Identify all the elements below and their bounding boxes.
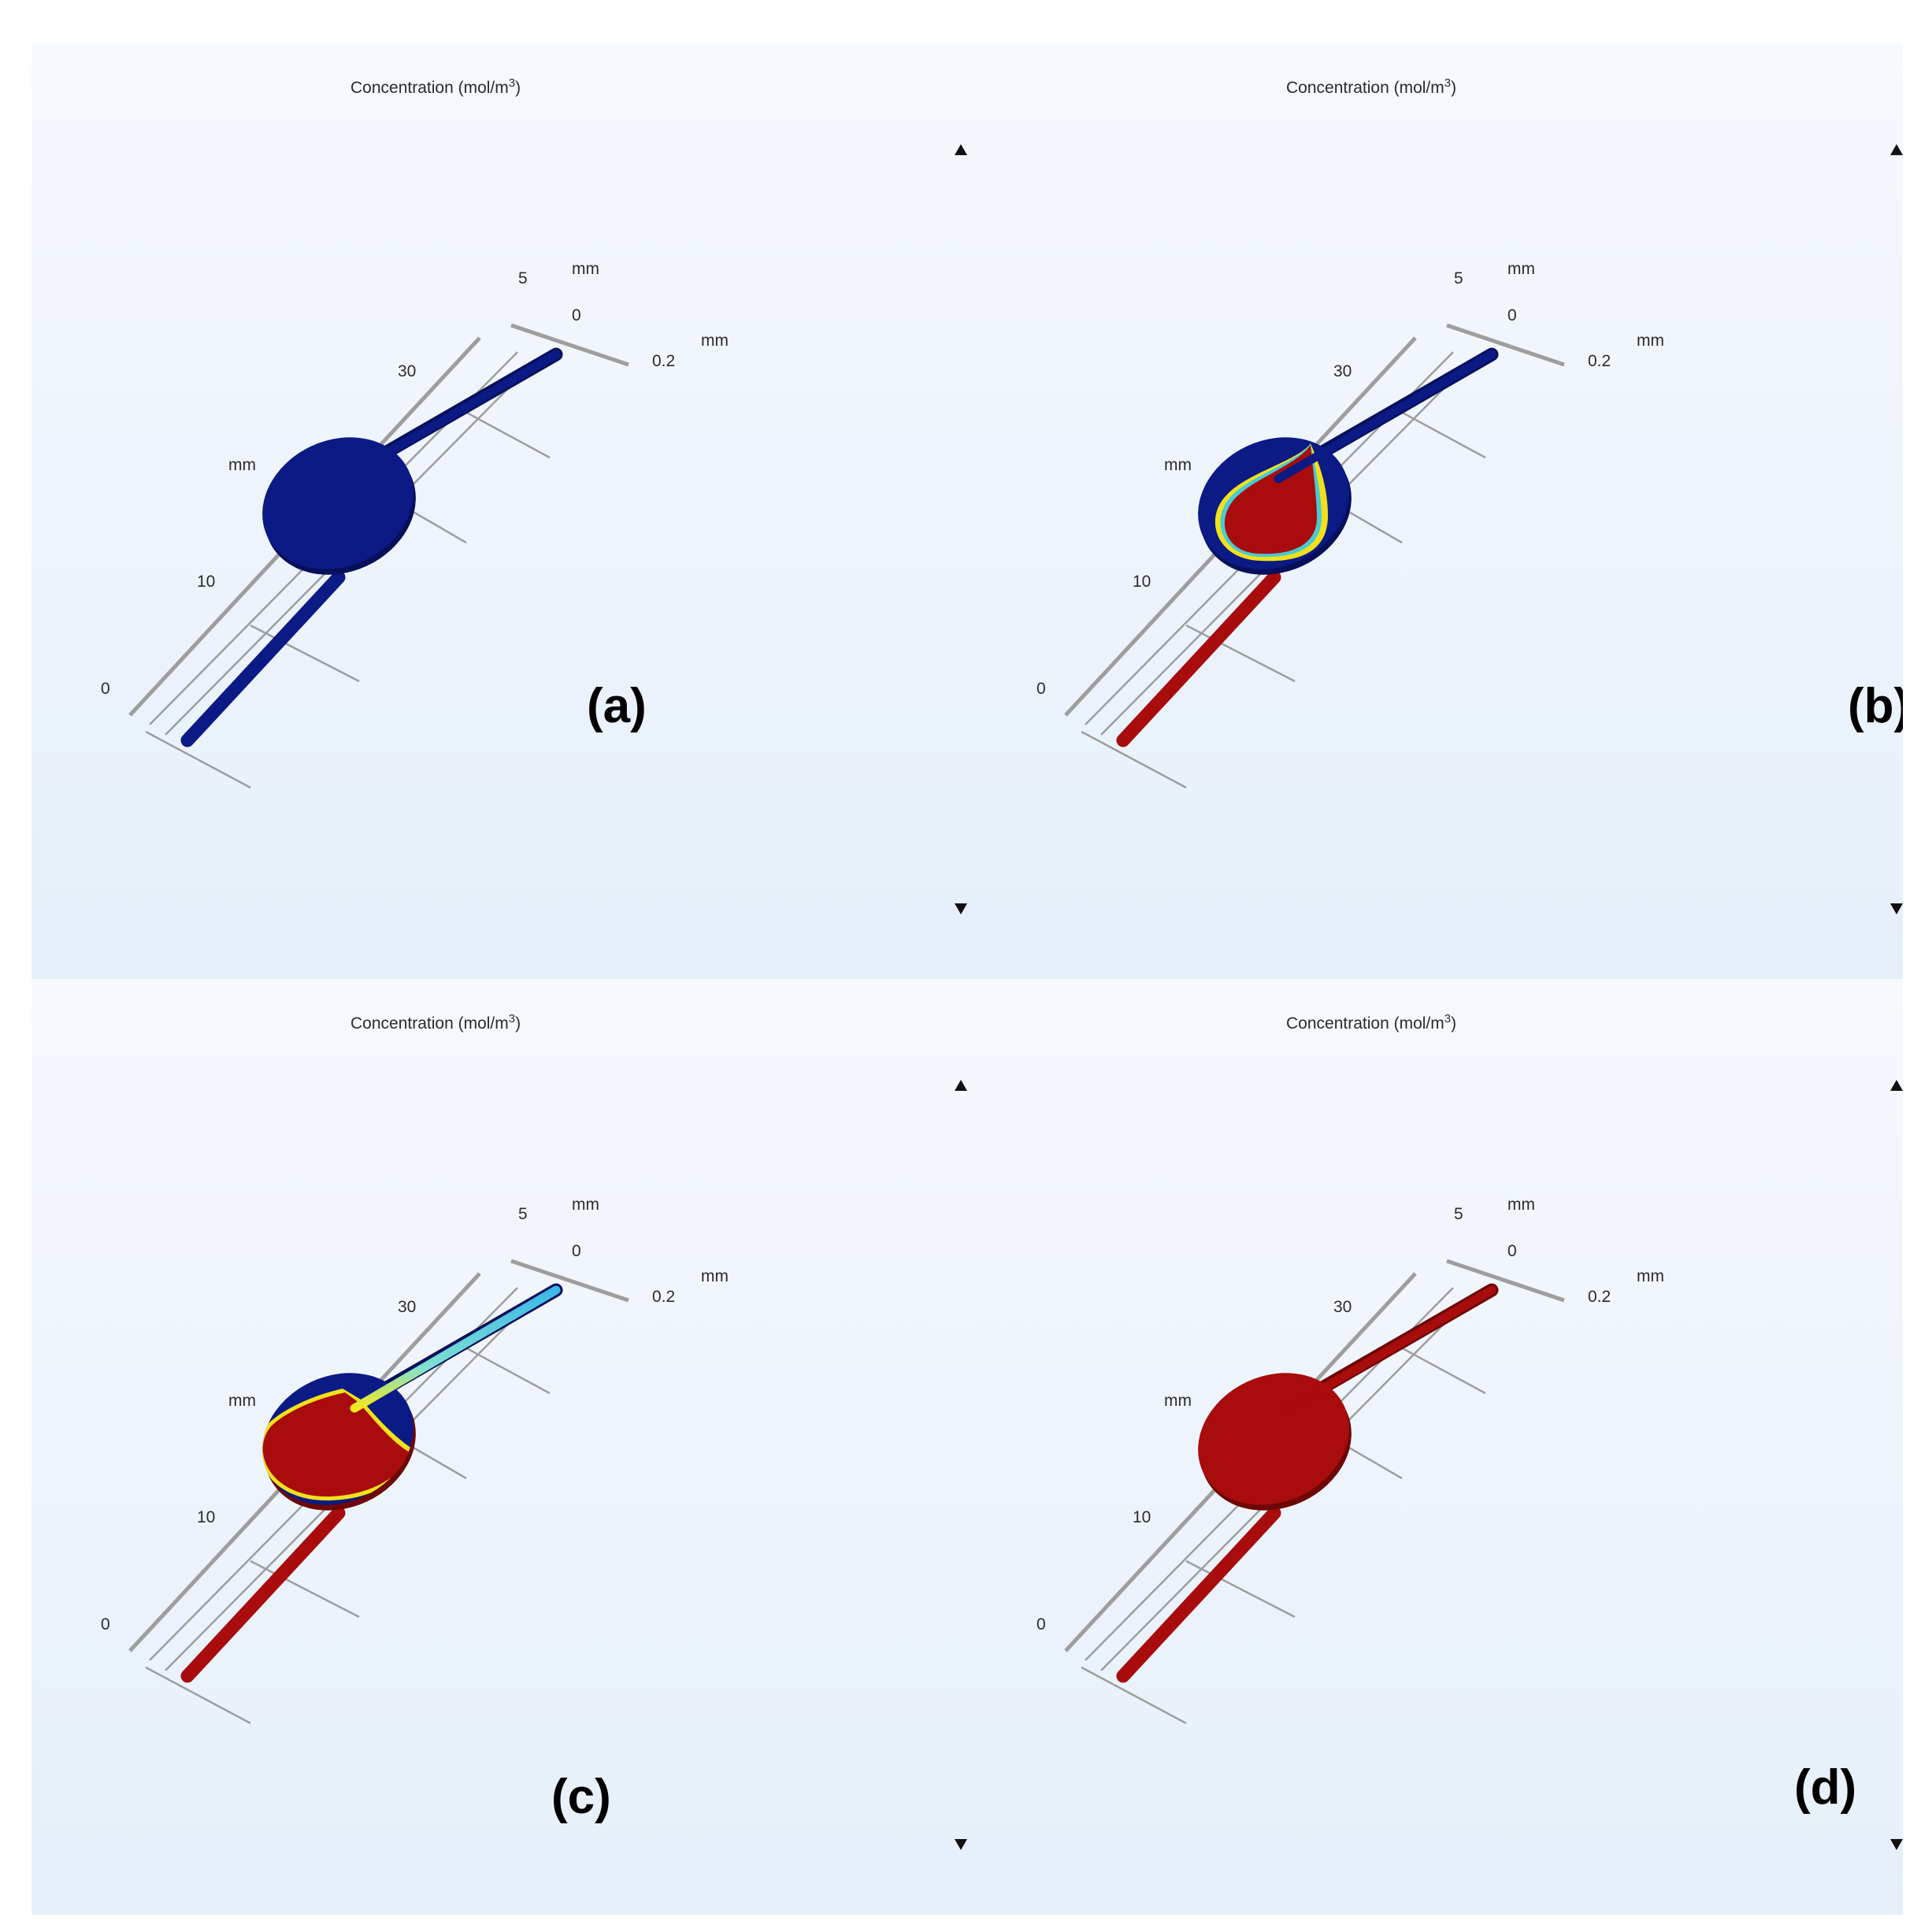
range-down-arrow-icon[interactable] bbox=[955, 1839, 967, 1850]
front-core-red bbox=[262, 1392, 411, 1497]
color-title: Concentration (mol/m3) bbox=[350, 76, 521, 97]
tick-10: 10 bbox=[197, 1508, 215, 1526]
panel-a: Concentration (mol/m3) 0 10 20 30 mm 5 m… bbox=[32, 43, 967, 979]
axis-unit-left: mm bbox=[1164, 456, 1192, 474]
tick-z0: 0 bbox=[1507, 1242, 1517, 1260]
tick-5: 5 bbox=[518, 269, 528, 287]
axis-unit-left: mm bbox=[228, 1392, 256, 1410]
tick-30: 30 bbox=[1333, 362, 1352, 380]
axis-unit-left: mm bbox=[1164, 1392, 1192, 1410]
tick-0: 0 bbox=[101, 680, 110, 698]
tick-z0: 0 bbox=[572, 1242, 581, 1260]
tick-10: 10 bbox=[1133, 1508, 1151, 1526]
tick-0-2: 0.2 bbox=[652, 1288, 675, 1306]
tick-5: 5 bbox=[518, 1205, 528, 1223]
tick-5: 5 bbox=[1454, 1205, 1463, 1223]
range-down-arrow-icon[interactable] bbox=[1890, 903, 1903, 914]
color-title: Concentration (mol/m3) bbox=[1286, 1012, 1456, 1033]
range-down-arrow-icon[interactable] bbox=[955, 903, 967, 914]
range-up-arrow-icon[interactable] bbox=[1890, 1080, 1903, 1091]
tick-30: 30 bbox=[1333, 1298, 1352, 1316]
panel-label: (b) bbox=[1848, 679, 1903, 733]
axis-unit-top: mm bbox=[1507, 1196, 1535, 1214]
range-up-arrow-icon[interactable] bbox=[955, 144, 967, 155]
axis-unit-right: mm bbox=[701, 1267, 729, 1285]
tick-z0: 0 bbox=[1507, 306, 1517, 324]
tick-30: 30 bbox=[398, 362, 416, 380]
range-down-arrow-icon[interactable] bbox=[1890, 1839, 1903, 1850]
tick-0-2: 0.2 bbox=[652, 352, 675, 370]
axis-unit-right: mm bbox=[1637, 1267, 1664, 1285]
color-title: Concentration (mol/m3) bbox=[1286, 76, 1456, 97]
axis-unit-right: mm bbox=[1637, 332, 1664, 350]
tick-0: 0 bbox=[101, 1615, 110, 1633]
panel-label: (c) bbox=[551, 1770, 611, 1824]
channel-geometry bbox=[1116, 1283, 1499, 1683]
tick-z0: 0 bbox=[572, 306, 581, 324]
tick-0-2: 0.2 bbox=[1588, 352, 1611, 370]
tick-0: 0 bbox=[1036, 1615, 1046, 1633]
axis-unit-top: mm bbox=[572, 260, 599, 278]
axis-unit-right: mm bbox=[701, 332, 729, 350]
color-title: Concentration (mol/m3) bbox=[350, 1012, 521, 1033]
tick-0-2: 0.2 bbox=[1588, 1288, 1611, 1306]
tick-0: 0 bbox=[1036, 680, 1046, 698]
tick-10: 10 bbox=[197, 573, 215, 591]
axis-unit-top: mm bbox=[1507, 260, 1535, 278]
channel-geometry bbox=[1116, 347, 1499, 747]
axis-unit-left: mm bbox=[228, 456, 256, 474]
panel-b: Concentration (mol/m3) 0 10 20 30 mm 5 m… bbox=[967, 43, 1903, 979]
tick-30: 30 bbox=[398, 1298, 416, 1316]
plot-svg: Concentration (mol/m3) 0 10 20 30 mm 5 m… bbox=[1036, 76, 1903, 914]
panel-label: (d) bbox=[1794, 1760, 1856, 1815]
tick-10: 10 bbox=[1133, 573, 1151, 591]
tick-5: 5 bbox=[1454, 269, 1463, 287]
axis-unit-top: mm bbox=[572, 1196, 599, 1214]
plot-svg: Concentration (mol/m3) 0 10 20 30 mm 5 m… bbox=[1036, 1012, 1903, 1850]
plot-svg: Concentration (mol/m3) 0 10 20 30 mm 5 m… bbox=[101, 1012, 967, 1850]
channel-geometry bbox=[180, 1283, 563, 1683]
range-up-arrow-icon[interactable] bbox=[955, 1080, 967, 1091]
plot-svg: Concentration (mol/m3) 0 10 20 30 mm 5 m… bbox=[101, 76, 967, 914]
range-up-arrow-icon[interactable] bbox=[1890, 144, 1903, 155]
panel-c: Concentration (mol/m3) 0 10 20 30 mm 5 m… bbox=[32, 979, 967, 1915]
channel-geometry bbox=[180, 347, 563, 747]
panel-d: Concentration (mol/m3) 0 10 20 30 mm 5 m… bbox=[967, 979, 1903, 1915]
panel-label: (a) bbox=[587, 679, 647, 733]
